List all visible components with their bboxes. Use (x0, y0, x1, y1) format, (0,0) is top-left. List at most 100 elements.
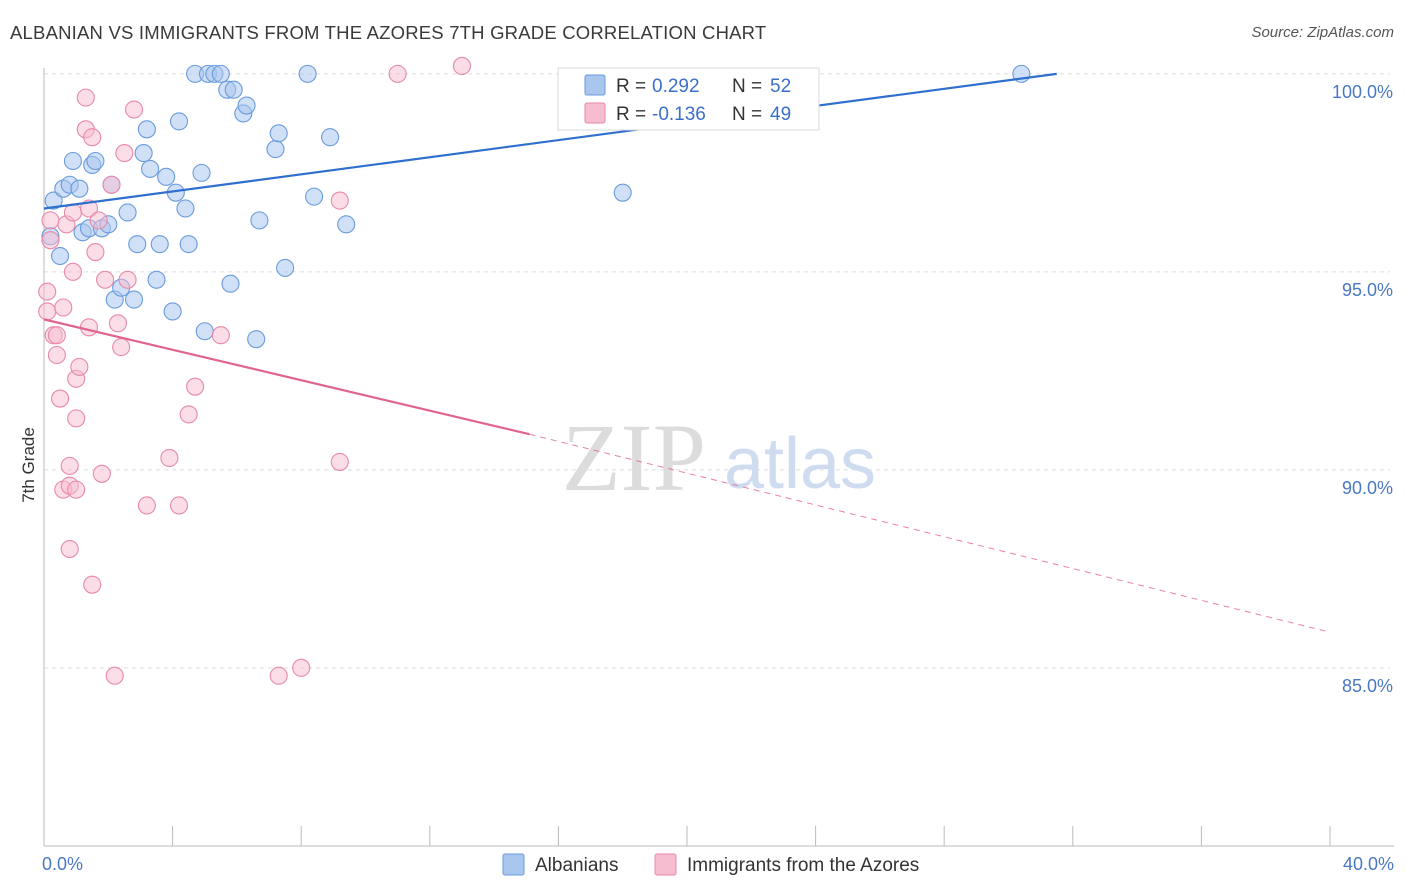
y-tick-label: 85.0% (1342, 676, 1393, 696)
azores-point (76, 88, 95, 107)
albanians-point (211, 64, 230, 83)
azores-point (79, 199, 99, 218)
azores-point (179, 405, 198, 424)
albanians-point (237, 96, 256, 115)
azores-point (51, 389, 70, 408)
y-tick-label: 90.0% (1342, 478, 1393, 498)
albanians-point (128, 235, 147, 254)
azores-point (83, 575, 102, 594)
albanians-point (169, 112, 189, 131)
legend-n-value: 49 (770, 104, 791, 125)
azores-point (38, 302, 57, 321)
azores-point (137, 496, 156, 515)
grid-lines (44, 73, 1390, 669)
legend-swatch-azores (584, 102, 606, 124)
azores-point (92, 464, 111, 483)
y-tick-label: 100.0% (1332, 82, 1393, 102)
azores-point (108, 314, 127, 333)
bottom-legend-swatch-albanians (502, 853, 525, 876)
bottom-legend: Albanians Immigrants from the Azores (502, 853, 919, 876)
albanians-point (124, 290, 144, 309)
albanians-point (118, 203, 137, 222)
azores-point (124, 100, 144, 119)
albanians-point (141, 159, 160, 178)
albanians-point (224, 80, 243, 99)
azores-point (41, 231, 60, 250)
chart-source: Source: ZipAtlas.com (1251, 24, 1394, 41)
azores-point (102, 175, 121, 194)
trend-lines (43, 72, 1331, 633)
azores-trend-line-extension (529, 433, 1331, 633)
albanians-point (179, 235, 198, 254)
azores-point (169, 496, 189, 515)
legend-r-label: R = (616, 104, 646, 125)
bottom-legend-label-azores: Immigrants from the Azores (687, 855, 919, 876)
albanians-point (321, 128, 340, 147)
albanians-point (86, 151, 105, 171)
series-albanians-points (41, 64, 1031, 349)
albanians-point (613, 183, 632, 202)
azores-point (41, 211, 60, 230)
bottom-legend-swatch-azores (654, 853, 677, 876)
legend-box: R = 0.292 N = 52 R = -0.136 N = 49 (557, 67, 820, 131)
albanians-point (337, 215, 356, 234)
azores-point (105, 666, 124, 685)
legend-r-value: -0.136 (652, 104, 706, 125)
azores-point (60, 456, 79, 475)
azores-point (70, 357, 89, 376)
azores-point (67, 480, 86, 499)
azores-point (67, 409, 86, 428)
y-tick-labels: 100.0% 95.0% 90.0% 85.0% (1332, 82, 1393, 696)
series-azores-points (38, 56, 472, 685)
azores-point (452, 56, 472, 76)
albanians-point (63, 151, 82, 171)
albanians-point (51, 246, 70, 266)
azores-point (86, 243, 105, 262)
azores-point (38, 282, 57, 301)
azores-point (388, 64, 407, 83)
x-tick-labels: 0.0% 40.0% (42, 854, 1394, 874)
albanians-point (176, 199, 195, 218)
azores-point (47, 326, 66, 345)
azores-point (47, 345, 66, 365)
watermark: ZIP atlas (562, 404, 876, 511)
x-tick-label-min: 0.0% (42, 854, 83, 874)
albanians-point (195, 322, 214, 341)
x-tick-label-max: 40.0% (1343, 854, 1394, 874)
legend-swatch-albanians (584, 74, 606, 96)
albanians-point (192, 163, 211, 182)
albanians-point (137, 120, 156, 139)
albanians-point (247, 330, 266, 349)
albanians-point (250, 211, 269, 230)
azores-point (60, 539, 79, 559)
albanians-point (163, 302, 182, 321)
albanians-point (305, 187, 324, 206)
azores-point (160, 448, 179, 468)
albanians-point (221, 274, 240, 293)
albanians-point (269, 124, 288, 143)
azores-point (118, 270, 137, 289)
albanians-point (150, 235, 169, 254)
legend-r-label: R = (616, 76, 646, 97)
legend-n-value: 52 (770, 76, 791, 97)
albanians-point (44, 191, 63, 210)
albanians-point (134, 144, 153, 163)
albanians-point (266, 140, 285, 159)
axes (43, 68, 1394, 847)
azores-trend-line (43, 318, 530, 436)
legend-r-value: 0.292 (652, 76, 700, 97)
azores-point (83, 128, 102, 147)
albanians-point (157, 167, 176, 186)
azores-point (292, 658, 311, 677)
azores-point (79, 318, 99, 337)
legend-n-label: N = (732, 104, 762, 125)
azores-point (330, 452, 349, 471)
y-axis-label: 7th Grade (19, 427, 38, 503)
azores-point (330, 191, 349, 210)
azores-point (63, 262, 82, 281)
azores-point (186, 377, 205, 396)
azores-point (89, 211, 108, 230)
azores-point (96, 270, 115, 289)
albanians-trend-line (43, 72, 1057, 210)
